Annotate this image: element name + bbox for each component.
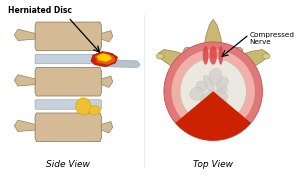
Ellipse shape (196, 81, 207, 92)
Ellipse shape (203, 75, 215, 93)
Circle shape (164, 42, 262, 140)
Text: Compressed
Nerve: Compressed Nerve (249, 33, 294, 45)
Ellipse shape (217, 86, 228, 94)
Polygon shape (97, 53, 112, 62)
Ellipse shape (190, 87, 204, 100)
Polygon shape (101, 31, 113, 42)
Ellipse shape (209, 46, 217, 65)
Circle shape (164, 42, 262, 140)
Ellipse shape (262, 53, 270, 59)
Polygon shape (100, 59, 140, 68)
Ellipse shape (89, 106, 100, 115)
Ellipse shape (213, 63, 218, 67)
Ellipse shape (200, 90, 213, 104)
Circle shape (172, 50, 255, 133)
Polygon shape (204, 19, 223, 50)
Ellipse shape (156, 53, 164, 59)
Ellipse shape (206, 92, 217, 112)
FancyBboxPatch shape (35, 54, 101, 64)
Wedge shape (176, 91, 251, 140)
Polygon shape (14, 120, 35, 132)
Ellipse shape (218, 46, 223, 65)
Polygon shape (35, 113, 101, 142)
Ellipse shape (206, 58, 220, 67)
Polygon shape (35, 68, 101, 96)
Text: Top View: Top View (193, 160, 233, 169)
Ellipse shape (209, 68, 222, 85)
FancyBboxPatch shape (35, 100, 101, 109)
Polygon shape (14, 29, 35, 41)
Polygon shape (101, 76, 113, 87)
Ellipse shape (215, 90, 228, 99)
FancyBboxPatch shape (184, 48, 243, 77)
FancyBboxPatch shape (194, 66, 206, 75)
Ellipse shape (76, 98, 91, 115)
Ellipse shape (214, 98, 227, 110)
Ellipse shape (203, 46, 208, 65)
Polygon shape (14, 75, 35, 86)
Ellipse shape (203, 56, 224, 70)
Circle shape (180, 58, 246, 124)
FancyBboxPatch shape (221, 66, 232, 75)
Polygon shape (101, 122, 113, 133)
Polygon shape (35, 22, 101, 50)
Polygon shape (91, 51, 118, 67)
Ellipse shape (216, 77, 228, 89)
Polygon shape (158, 50, 187, 68)
Polygon shape (240, 50, 268, 68)
Text: Side View: Side View (46, 160, 90, 169)
Polygon shape (95, 52, 116, 65)
Text: Herniated Disc: Herniated Disc (8, 7, 72, 15)
